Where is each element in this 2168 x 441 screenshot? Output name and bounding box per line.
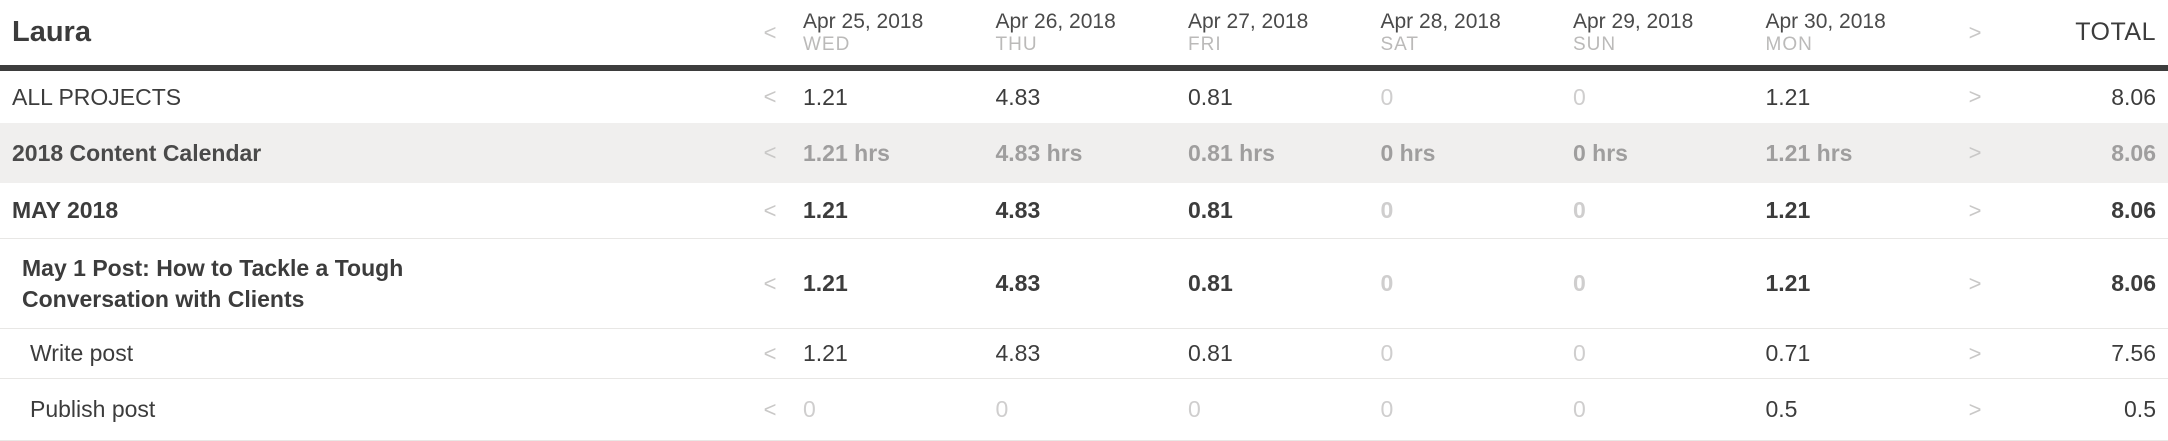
row-prev-day-icon[interactable]: < [763,270,777,296]
time-cell[interactable]: 4.83 [995,340,1041,366]
time-cell[interactable]: 0 [1573,197,1586,223]
time-cell[interactable]: 0.81 [1188,340,1233,366]
timesheet-header: Laura < Apr 25, 2018 WED Apr 26, 2018 TH… [0,0,2168,71]
row-name[interactable]: Publish post [30,396,156,422]
day-of-week: FRI [1188,33,1222,55]
row-name: ALL PROJECTS [12,83,182,110]
time-cell[interactable]: 4.83 [995,83,1041,110]
time-cell[interactable]: 0 [1573,340,1586,366]
time-cell[interactable]: 0 [1380,396,1394,422]
time-cell[interactable]: 0 hrs [1573,139,1628,166]
day-header: Apr 29, 2018 SUN [1565,10,1758,56]
row-prev-day-icon[interactable]: < [763,140,777,165]
timesheet-body: ALL PROJECTS < 1.21 4.83 0.81 0 0 1.21 >… [0,71,2168,441]
time-cell[interactable]: 0.81 hrs [1188,139,1275,166]
time-cell[interactable]: 0 [995,396,1009,422]
next-week-icon[interactable]: > [1968,19,1982,45]
day-header: Apr 26, 2018 THU [988,10,1181,56]
day-of-week: SAT [1380,33,1420,55]
day-date: Apr 26, 2018 [995,9,1116,33]
time-cell[interactable]: 4.83 [995,270,1041,296]
day-date: Apr 29, 2018 [1573,9,1694,33]
time-cell[interactable]: 0 [1573,270,1586,296]
time-cell[interactable]: 1.21 [1765,83,1811,110]
day-date: Apr 25, 2018 [803,9,924,33]
time-cell[interactable]: 1.21 [803,83,848,110]
row-name[interactable]: 2018 Content Calendar [12,139,262,166]
day-of-week: WED [803,33,851,55]
time-cell[interactable]: 0.71 [1765,340,1811,366]
row-total: 8.06 [2111,270,2156,296]
row-prev-day-icon[interactable]: < [763,340,777,366]
user-name: Laura [12,16,91,48]
row-total: 7.56 [2111,340,2156,366]
time-cell[interactable]: 0 hrs [1380,139,1436,166]
total-column-header: TOTAL [2075,18,2156,46]
day-date: Apr 27, 2018 [1188,9,1309,33]
time-cell[interactable]: 4.83 [995,197,1041,223]
day-of-week: SUN [1573,33,1617,55]
time-cell[interactable]: 0.5 [1765,396,1798,422]
row-next-day-icon[interactable]: > [1968,270,1982,296]
time-cell[interactable]: 0 [803,396,816,422]
time-cell[interactable]: 1.21 [803,340,848,366]
timesheet-row: Publish post < 0 0 0 0 0 0.5 > 0.5 [0,379,2168,441]
time-cell[interactable]: 4.83 hrs [995,139,1083,166]
row-next-day-icon[interactable]: > [1968,197,1982,223]
time-cell[interactable]: 0 [1573,83,1586,110]
timesheet-row: Write post < 1.21 4.83 0.81 0 0 0.71 > 7… [0,329,2168,379]
day-header: Apr 25, 2018 WED [795,10,988,56]
day-of-week: MON [1765,33,1813,55]
row-name[interactable]: MAY 2018 [12,197,119,223]
row-next-day-icon[interactable]: > [1968,396,1982,422]
time-cell[interactable]: 1.21 [1765,270,1811,296]
time-cell[interactable]: 0.81 [1188,83,1233,110]
day-header: Apr 27, 2018 FRI [1180,10,1373,56]
day-header: Apr 28, 2018 SAT [1373,10,1566,56]
day-date: Apr 30, 2018 [1765,9,1886,33]
time-cell[interactable]: 1.21 [803,270,848,296]
day-date: Apr 28, 2018 [1380,9,1501,33]
time-cell[interactable]: 1.21 [1765,197,1811,223]
time-cell[interactable]: 0 [1573,396,1586,422]
row-total: 0.5 [2124,396,2156,422]
row-total: 8.06 [2111,139,2156,166]
row-total: 8.06 [2111,83,2156,110]
row-next-day-icon[interactable]: > [1968,140,1982,165]
time-cell[interactable]: 0 [1380,340,1394,366]
time-cell[interactable]: 0.81 [1188,270,1233,296]
row-name[interactable]: Write post [30,340,134,366]
row-next-day-icon[interactable]: > [1968,84,1982,109]
row-prev-day-icon[interactable]: < [763,84,777,109]
timesheet-row: ALL PROJECTS < 1.21 4.83 0.81 0 0 1.21 >… [0,71,2168,123]
timesheet-row: MAY 2018 < 1.21 4.83 0.81 0 0 1.21 > 8.0… [0,183,2168,239]
time-cell[interactable]: 0.81 [1188,197,1233,223]
time-cell[interactable]: 0 [1380,197,1394,223]
time-cell[interactable]: 1.21 hrs [1765,139,1853,166]
row-total: 8.06 [2111,197,2156,223]
timesheet-row: 2018 Content Calendar < 1.21 hrs 4.83 hr… [0,123,2168,183]
time-cell[interactable]: 0 [1380,83,1394,110]
day-of-week: THU [995,33,1038,55]
row-name[interactable]: May 1 Post: How to Tackle a Tough Conver… [22,254,404,312]
row-prev-day-icon[interactable]: < [763,197,777,223]
timesheet-row: May 1 Post: How to Tackle a Tough Conver… [0,239,2168,329]
time-cell[interactable]: 1.21 [803,197,848,223]
time-cell[interactable]: 0 [1188,396,1201,422]
time-cell[interactable]: 0 [1380,270,1394,296]
time-cell[interactable]: 1.21 hrs [803,139,890,166]
prev-week-icon[interactable]: < [763,19,777,45]
row-next-day-icon[interactable]: > [1968,340,1982,366]
day-header: Apr 30, 2018 MON [1758,10,1951,56]
row-prev-day-icon[interactable]: < [763,396,777,422]
